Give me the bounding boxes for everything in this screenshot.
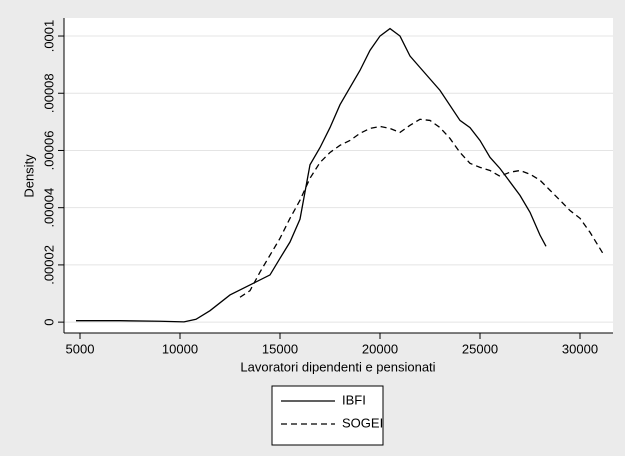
line-series: [239, 118, 605, 298]
x-axis-label: Lavoratori dipendenti e pensionati: [240, 359, 435, 374]
x-tick-label: 20000: [362, 341, 398, 356]
y-tick-label: .00008: [41, 73, 56, 113]
legend-label: IBFI: [342, 392, 366, 407]
x-tick-label: 10000: [162, 341, 198, 356]
line-series: [76, 27, 547, 323]
y-tick-label: .00004: [41, 188, 56, 228]
y-tick-label: .00006: [41, 131, 56, 171]
x-tick-label: 5000: [66, 341, 95, 356]
y-tick-label: .00002: [41, 245, 56, 285]
legend-box: [271, 385, 384, 446]
legend-label: SOGEI: [342, 415, 383, 430]
y-axis-label: Density: [21, 154, 36, 198]
x-tick-label: 15000: [262, 341, 298, 356]
y-tick-label: 0: [41, 319, 56, 326]
plot-area: [64, 18, 613, 333]
x-tick-label: 30000: [562, 341, 598, 356]
y-tick-label: .0001: [41, 20, 56, 53]
x-tick-label: 25000: [462, 341, 498, 356]
